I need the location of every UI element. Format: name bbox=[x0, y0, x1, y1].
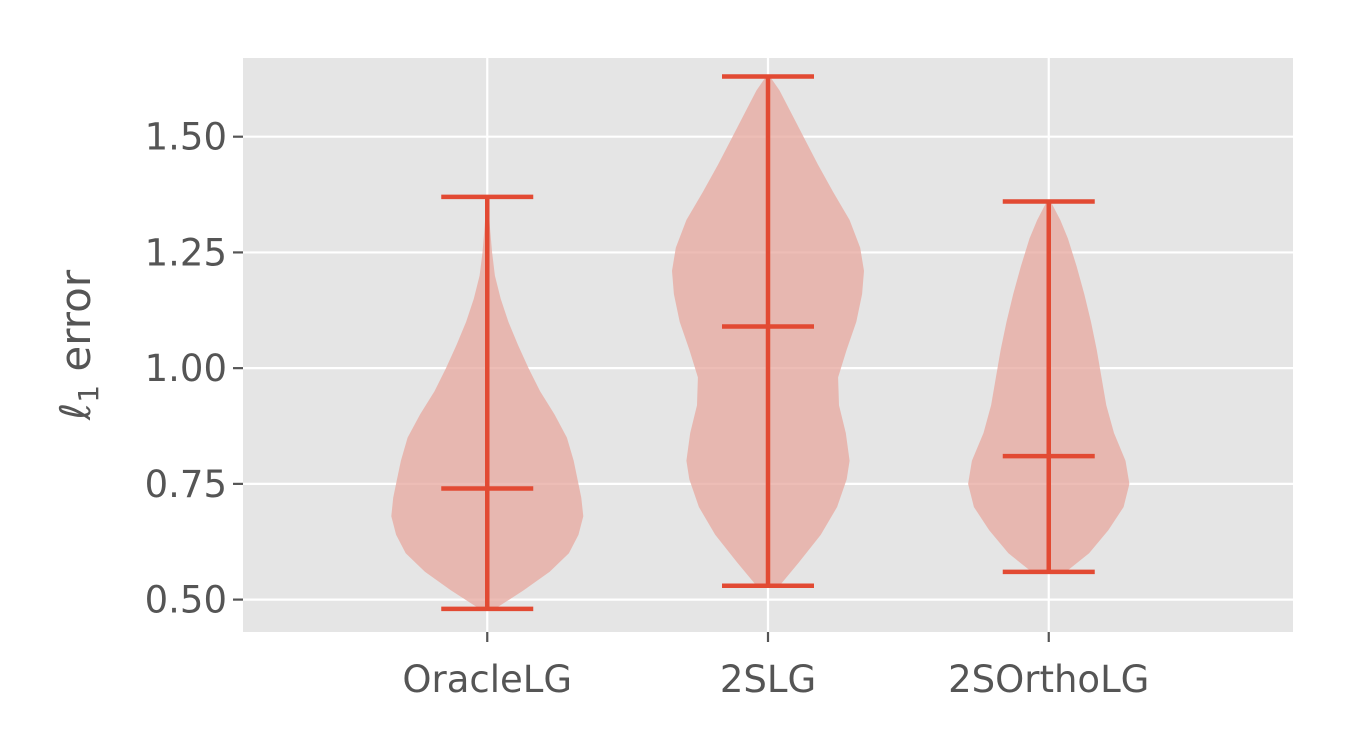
y-axis-label-subscript: 1 bbox=[72, 385, 105, 403]
x-tick-label: 2SLG bbox=[720, 658, 816, 701]
violin-lines bbox=[441, 74, 1095, 612]
y-tick-label: 0.75 bbox=[145, 463, 227, 506]
x-tick-label: OracleLG bbox=[402, 658, 572, 701]
y-axis-label: ℓ1 error bbox=[51, 269, 105, 421]
y-tick-label: 0.50 bbox=[145, 579, 227, 622]
y-tick-label: 1.50 bbox=[145, 116, 227, 159]
x-axis: OracleLG 2SLG 2SOrthoLG bbox=[402, 632, 1149, 701]
y-axis-label-text: error bbox=[51, 269, 100, 385]
y-tick-label: 1.25 bbox=[145, 231, 227, 274]
y-tick-label: 1.00 bbox=[145, 347, 227, 390]
y-axis: 0.50 0.75 1.00 1.25 1.50 bbox=[145, 116, 243, 622]
x-tick-label: 2SOrthoLG bbox=[948, 658, 1149, 701]
y-axis-label-main: ℓ bbox=[51, 403, 100, 421]
